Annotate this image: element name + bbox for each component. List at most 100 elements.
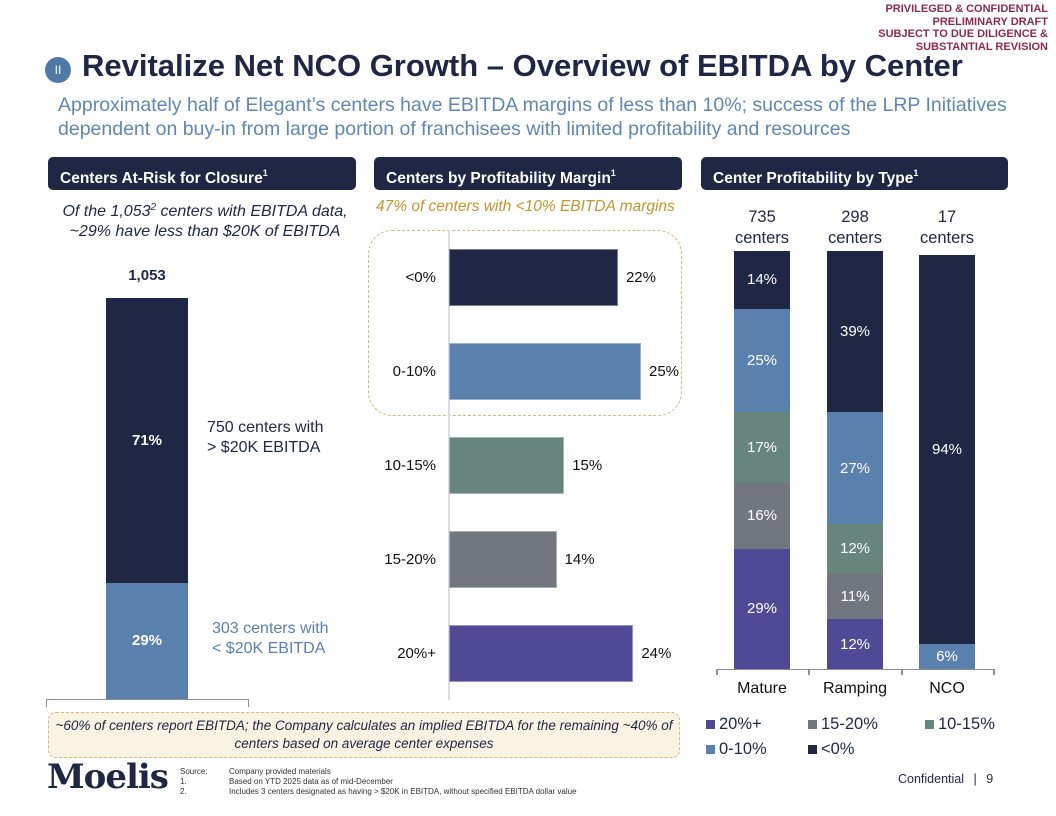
panel-header-at-risk: Centers At-Risk for Closure1 bbox=[48, 157, 356, 190]
margin-highlight-box bbox=[368, 230, 682, 416]
note-box: ~60% of centers report EBITDA; the Compa… bbox=[48, 712, 680, 758]
legend-item: 10-15% bbox=[925, 715, 995, 734]
panel-title: Center Profitability by Type bbox=[713, 170, 914, 187]
legend-label: 0-10% bbox=[719, 740, 767, 758]
legend-item: 0-10% bbox=[706, 740, 767, 759]
margin-bar bbox=[449, 343, 641, 400]
stamp-line: PRIVILEGED & CONFIDENTIAL bbox=[885, 3, 1048, 15]
moelis-logo: Moelis bbox=[47, 757, 169, 797]
type-stack-segment: 6% bbox=[919, 644, 975, 669]
confidential-label: Confidential bbox=[898, 772, 965, 786]
type-stack-segment: 17% bbox=[734, 412, 790, 483]
margin-category-label: 10-15% bbox=[384, 456, 436, 474]
margin-value-label: 22% bbox=[625, 268, 656, 286]
page-footer: Confidential | 9 bbox=[898, 772, 993, 786]
annotation-line: > $20K EBITDA bbox=[207, 439, 321, 457]
legend-label: <0% bbox=[821, 740, 855, 758]
margin-axis bbox=[448, 230, 450, 700]
margin-value-label: 14% bbox=[564, 550, 595, 568]
type-center-count: 298 centers bbox=[810, 207, 900, 249]
center-count-unit: centers bbox=[919, 229, 975, 247]
margin-value-label: 25% bbox=[649, 362, 680, 380]
footnote-text: Based on YTD 2025 data as of mid-Decembe… bbox=[229, 777, 393, 786]
type-stack-segment: 29% bbox=[734, 548, 790, 669]
footer-separator: | bbox=[973, 772, 977, 786]
page-subtitle: Approximately half of Elegant’s centers … bbox=[58, 94, 1007, 140]
annotation-line: < $20K EBITDA bbox=[212, 639, 326, 657]
stamp-line: SUBSTANTIAL REVISION bbox=[915, 40, 1048, 53]
at-risk-caption: Of the 1,0532 centers with EBITDA data, … bbox=[60, 198, 350, 242]
type-stack-segment: 94% bbox=[919, 255, 975, 645]
type-stack-segment: 12% bbox=[827, 524, 883, 574]
segment-label: 16% bbox=[746, 507, 778, 525]
footnote-row: 1. Based on YTD 2025 data as of mid-Decem… bbox=[180, 777, 577, 787]
legend-item: 20%+ bbox=[706, 715, 762, 734]
at-risk-total-label: 1,053 bbox=[128, 267, 166, 284]
type-center-count: 17 centers bbox=[902, 207, 992, 249]
margin-bar bbox=[449, 249, 618, 306]
margin-caption: 47% of centers with <10% EBITDA margins bbox=[376, 198, 675, 215]
stamp-line: PRELIMINARY DRAFT bbox=[932, 15, 1049, 28]
page-number: 9 bbox=[986, 772, 994, 786]
legend-swatch bbox=[808, 720, 817, 729]
type-axis-tick bbox=[716, 669, 718, 675]
footnote-ref: 1 bbox=[913, 168, 919, 178]
margin-value-label: 24% bbox=[641, 644, 672, 662]
type-stack-segment: 16% bbox=[734, 482, 790, 549]
footnote-row: 2. Includes 3 centers designated as havin… bbox=[180, 787, 577, 797]
margin-bar bbox=[449, 625, 634, 682]
margin-category-label: 0-10% bbox=[392, 362, 436, 380]
center-count-unit: centers bbox=[734, 229, 790, 247]
center-count-number: 298 bbox=[841, 208, 869, 226]
legend-swatch bbox=[706, 745, 715, 754]
annotation-line: 750 centers with bbox=[207, 419, 324, 437]
legend-item: 15-20% bbox=[808, 715, 878, 734]
at-risk-bar-segment: 71% bbox=[106, 298, 188, 583]
footnote-text: Includes 3 centers designated as having … bbox=[229, 787, 577, 796]
segment-label: 6% bbox=[936, 648, 958, 666]
type-category-label: Mature bbox=[737, 680, 787, 697]
type-stack-segment: 12% bbox=[827, 619, 883, 669]
caption-text: Of the 1,053 bbox=[62, 203, 151, 220]
panel-header-by-margin: Centers by Profitability Margin1 bbox=[374, 157, 682, 190]
margin-category-label: <0% bbox=[405, 268, 436, 286]
margin-bar bbox=[449, 531, 557, 588]
legend-label: 15-20% bbox=[821, 715, 878, 733]
footnote-ref: 1 bbox=[262, 168, 268, 178]
center-count-number: 735 bbox=[748, 208, 776, 226]
footnote-key: Source: bbox=[180, 767, 208, 776]
at-risk-annotation: 303 centers with < $20K EBITDA bbox=[212, 619, 329, 659]
legend-label: 20%+ bbox=[719, 715, 762, 733]
segment-label: 71% bbox=[131, 431, 163, 449]
type-stack-segment: 11% bbox=[827, 573, 883, 620]
footnote-key: 1. bbox=[180, 777, 187, 786]
margin-category-label: 20%+ bbox=[397, 644, 436, 662]
page-title: Revitalize Net NCO Growth – Overview of … bbox=[82, 48, 963, 83]
center-count-unit: centers bbox=[827, 229, 883, 247]
legend-swatch bbox=[706, 720, 715, 729]
segment-label: 11% bbox=[840, 588, 870, 606]
type-stack-segment: 39% bbox=[827, 250, 883, 413]
at-risk-axis bbox=[46, 699, 249, 707]
section-badge: II bbox=[45, 57, 71, 83]
type-center-count: 735 centers bbox=[717, 207, 807, 249]
segment-label: 94% bbox=[931, 441, 963, 459]
type-stack-segment: 14% bbox=[734, 250, 790, 309]
legend-item: <0% bbox=[808, 740, 854, 759]
legend-swatch bbox=[808, 745, 817, 754]
confidential-stamp: PRIVILEGED & CONFIDENTIAL PRELIMINARY DR… bbox=[878, 3, 1048, 53]
segment-label: 27% bbox=[839, 459, 871, 477]
type-axis bbox=[716, 669, 994, 675]
segment-label: 39% bbox=[839, 323, 871, 341]
annotation-line: 303 centers with bbox=[212, 619, 329, 637]
type-stack-segment: 27% bbox=[827, 412, 883, 525]
type-category-label: NCO bbox=[929, 680, 965, 697]
legend-label: 10-15% bbox=[938, 715, 995, 733]
center-count-number: 17 bbox=[937, 208, 957, 226]
margin-value-label: 15% bbox=[572, 456, 603, 474]
segment-label: 25% bbox=[746, 352, 778, 370]
legend-swatch bbox=[925, 720, 934, 729]
type-category-label: Ramping bbox=[822, 680, 888, 697]
type-axis-tick bbox=[901, 669, 903, 675]
margin-bar bbox=[449, 437, 565, 494]
